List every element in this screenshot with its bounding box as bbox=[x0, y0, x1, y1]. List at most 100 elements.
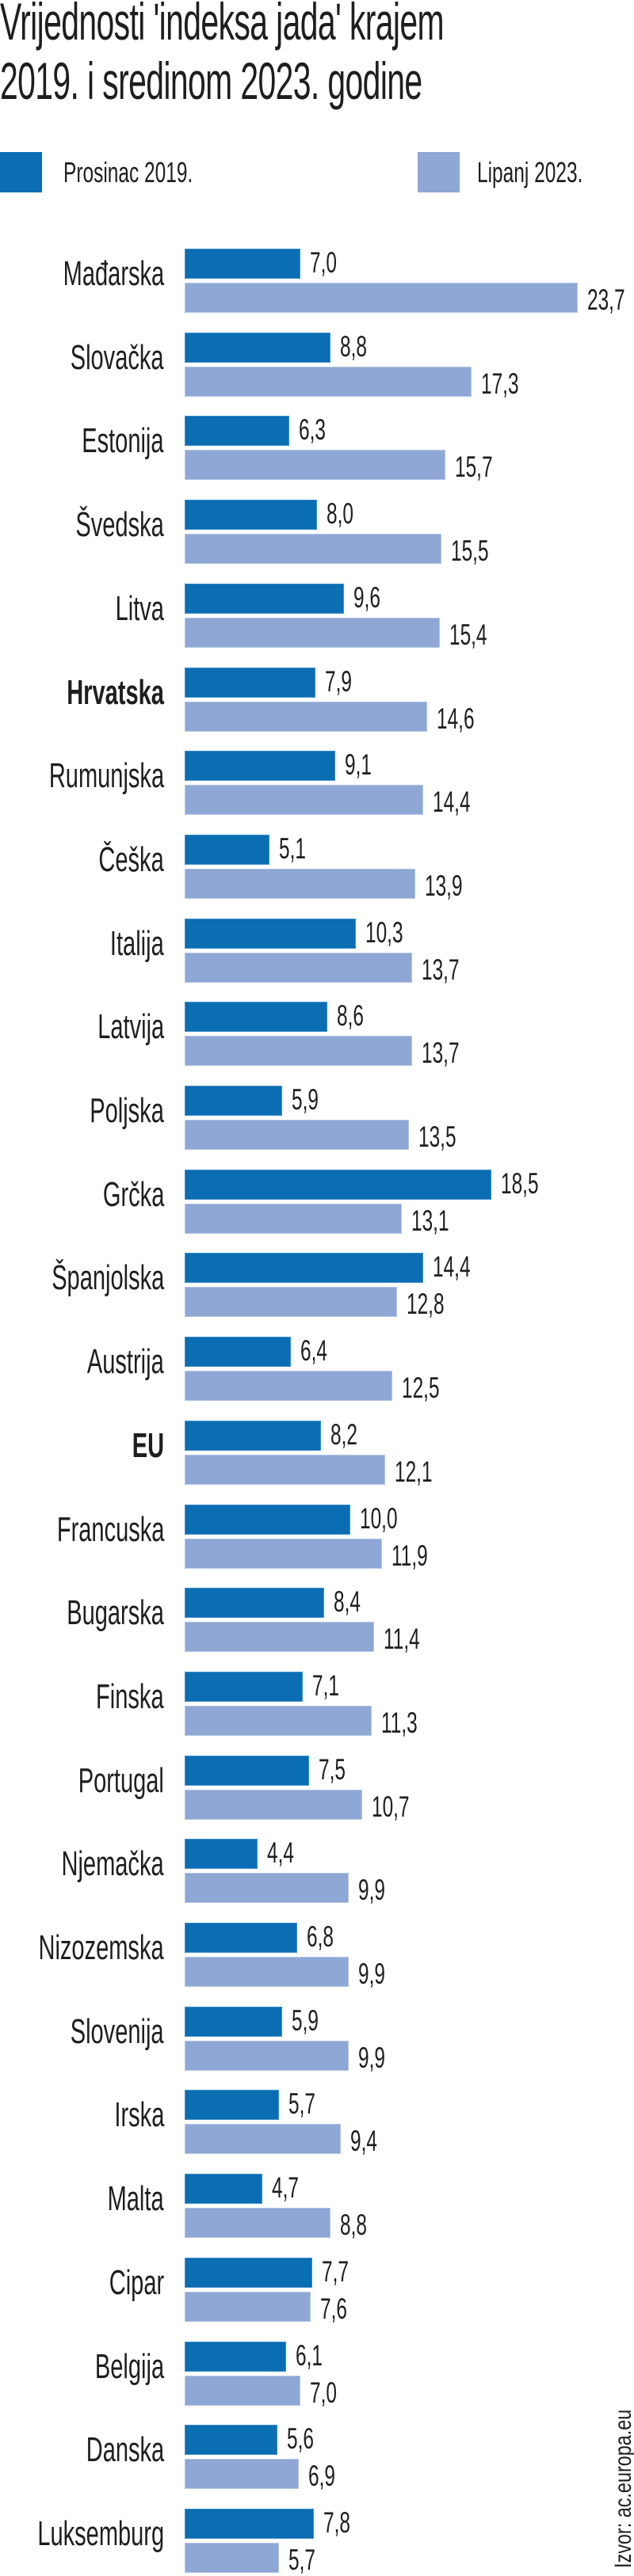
bar-austrija-prosinac-2019 bbox=[185, 1337, 291, 1368]
category-label-portugal: Portugal bbox=[78, 1760, 164, 1800]
value-label-estonija-prosinac-2019: 6,3 bbox=[298, 413, 326, 447]
bar-irska-lipanj-2023 bbox=[185, 2124, 341, 2155]
bar-eu-lipanj-2023 bbox=[185, 1454, 386, 1485]
value-label-finska-lipanj-2023: 11,3 bbox=[381, 1706, 418, 1739]
bar-francuska-lipanj-2023 bbox=[185, 1538, 383, 1569]
value-label-hrvatska-prosinac-2019: 7,9 bbox=[325, 664, 353, 698]
value-label-latvija-prosinac-2019: 8,6 bbox=[336, 999, 364, 1033]
source-note: Izvor: ac.europa.eu bbox=[610, 2409, 634, 2568]
bar-slovenija-lipanj-2023 bbox=[185, 2040, 349, 2071]
category-label-estonija: Estonija bbox=[82, 421, 164, 461]
value-label-irska-lipanj-2023: 9,4 bbox=[349, 2125, 377, 2158]
bar-latvija-lipanj-2023 bbox=[185, 1036, 412, 1067]
bar-danska-prosinac-2019 bbox=[185, 2425, 278, 2456]
bar-hrvatska-lipanj-2023 bbox=[185, 701, 427, 732]
category-label-belgija: Belgija bbox=[94, 2346, 164, 2386]
category-label-madarska: Mađarska bbox=[63, 254, 164, 293]
value-label-svedska-prosinac-2019: 8,0 bbox=[327, 497, 354, 531]
value-label-spanjolska-prosinac-2019: 14,4 bbox=[433, 1250, 471, 1284]
value-label-njemacka-lipanj-2023: 9,9 bbox=[358, 1874, 386, 1907]
bar-luksemburg-lipanj-2023 bbox=[185, 2542, 280, 2573]
category-label-svedska: Švedska bbox=[75, 505, 164, 545]
bar-portugal-prosinac-2019 bbox=[185, 1755, 309, 1786]
category-label-ceska: Češka bbox=[98, 839, 164, 879]
category-label-cipar: Cipar bbox=[109, 2262, 164, 2302]
value-label-estonija-lipanj-2023: 15,7 bbox=[454, 451, 493, 484]
bar-austrija-lipanj-2023 bbox=[185, 1371, 392, 1402]
value-label-cipar-prosinac-2019: 7,7 bbox=[322, 2254, 349, 2288]
category-label-hrvatska: Hrvatska bbox=[67, 672, 164, 712]
value-label-slovacka-prosinac-2019: 8,8 bbox=[340, 329, 368, 363]
value-label-cipar-lipanj-2023: 7,6 bbox=[320, 2292, 347, 2325]
value-label-italija-lipanj-2023: 13,7 bbox=[421, 953, 460, 986]
value-label-poljska-lipanj-2023: 13,5 bbox=[418, 1121, 456, 1153]
value-label-belgija-prosinac-2019: 6,1 bbox=[295, 2338, 323, 2372]
legend-label-prosinac-2019: Prosinac 2019. bbox=[63, 156, 193, 188]
bar-irska-prosinac-2019 bbox=[185, 2090, 280, 2121]
value-label-portugal-prosinac-2019: 7,5 bbox=[318, 1752, 346, 1786]
category-label-francuska: Francuska bbox=[56, 1509, 164, 1549]
bar-nizozemska-prosinac-2019 bbox=[185, 1923, 298, 1953]
bar-belgija-prosinac-2019 bbox=[185, 2341, 286, 2372]
value-label-poljska-prosinac-2019: 5,9 bbox=[292, 1083, 319, 1116]
value-label-austrija-lipanj-2023: 12,5 bbox=[401, 1372, 440, 1405]
value-label-litva-lipanj-2023: 15,4 bbox=[449, 618, 487, 651]
value-label-ceska-prosinac-2019: 5,1 bbox=[278, 831, 306, 865]
value-label-francuska-lipanj-2023: 11,9 bbox=[391, 1539, 428, 1572]
value-label-malta-lipanj-2023: 8,8 bbox=[340, 2209, 368, 2242]
value-label-danska-prosinac-2019: 5,6 bbox=[287, 2422, 315, 2456]
value-label-svedska-lipanj-2023: 15,5 bbox=[451, 535, 489, 568]
value-label-slovenija-prosinac-2019: 5,9 bbox=[292, 2003, 319, 2037]
category-label-njemacka: Njemačka bbox=[61, 1844, 164, 1884]
bar-italija-prosinac-2019 bbox=[185, 918, 356, 949]
value-label-nizozemska-prosinac-2019: 6,8 bbox=[307, 1920, 334, 1953]
category-label-bugarska: Bugarska bbox=[67, 1593, 164, 1633]
bar-eu-prosinac-2019 bbox=[185, 1420, 321, 1451]
value-label-belgija-lipanj-2023: 7,0 bbox=[310, 2376, 338, 2409]
bar-slovacka-prosinac-2019 bbox=[185, 332, 331, 363]
category-label-slovenija: Slovenija bbox=[71, 2011, 164, 2051]
value-label-grcka-prosinac-2019: 18,5 bbox=[501, 1166, 539, 1200]
value-label-nizozemska-lipanj-2023: 9,9 bbox=[358, 1958, 386, 1990]
category-label-rumunjska: Rumunjska bbox=[48, 756, 164, 796]
bar-malta-lipanj-2023 bbox=[185, 2208, 331, 2239]
bar-grcka-prosinac-2019 bbox=[185, 1169, 492, 1200]
value-label-malta-prosinac-2019: 4,7 bbox=[272, 2171, 300, 2205]
bar-francuska-prosinac-2019 bbox=[185, 1504, 351, 1535]
value-label-luksemburg-lipanj-2023: 5,7 bbox=[288, 2543, 316, 2576]
value-label-grcka-lipanj-2023: 13,1 bbox=[411, 1204, 449, 1237]
bar-danska-lipanj-2023 bbox=[185, 2459, 300, 2490]
bar-rumunjska-prosinac-2019 bbox=[185, 751, 336, 782]
bar-estonija-prosinac-2019 bbox=[185, 416, 289, 447]
bar-njemacka-lipanj-2023 bbox=[185, 1873, 349, 1904]
value-label-hrvatska-lipanj-2023: 14,6 bbox=[436, 702, 475, 735]
legend-swatch-prosinac-2019 bbox=[0, 152, 42, 192]
bar-finska-prosinac-2019 bbox=[185, 1671, 303, 1702]
bar-svedska-lipanj-2023 bbox=[185, 534, 442, 565]
bar-cipar-lipanj-2023 bbox=[185, 2291, 311, 2322]
bar-cipar-prosinac-2019 bbox=[185, 2257, 313, 2288]
value-label-austrija-prosinac-2019: 6,4 bbox=[300, 1334, 327, 1368]
value-label-eu-prosinac-2019: 8,2 bbox=[330, 1417, 357, 1451]
value-label-bugarska-lipanj-2023: 11,4 bbox=[383, 1623, 420, 1656]
bar-luksemburg-prosinac-2019 bbox=[185, 2508, 315, 2539]
bar-madarska-prosinac-2019 bbox=[185, 249, 301, 279]
bar-slovenija-prosinac-2019 bbox=[185, 2006, 283, 2037]
value-label-njemacka-prosinac-2019: 4,4 bbox=[267, 1836, 295, 1870]
category-label-eu: EU bbox=[132, 1425, 164, 1465]
bar-italija-lipanj-2023 bbox=[185, 952, 412, 983]
category-label-finska: Finska bbox=[96, 1676, 164, 1716]
category-label-poljska: Poljska bbox=[90, 1091, 164, 1130]
value-label-spanjolska-lipanj-2023: 12,8 bbox=[406, 1288, 445, 1321]
bar-spanjolska-lipanj-2023 bbox=[185, 1287, 397, 1318]
value-label-portugal-lipanj-2023: 10,7 bbox=[371, 1790, 410, 1823]
category-label-danska: Danska bbox=[86, 2430, 164, 2470]
value-label-danska-lipanj-2023: 6,9 bbox=[308, 2460, 336, 2493]
value-label-italija-prosinac-2019: 10,3 bbox=[365, 915, 403, 949]
bar-estonija-lipanj-2023 bbox=[185, 450, 445, 481]
bar-litva-lipanj-2023 bbox=[185, 617, 441, 648]
category-label-luksemburg: Luksemburg bbox=[37, 2513, 164, 2553]
category-label-slovacka: Slovačka bbox=[71, 337, 164, 377]
value-label-luksemburg-prosinac-2019: 7,8 bbox=[323, 2506, 351, 2539]
category-label-spanjolska: Španjolska bbox=[51, 1258, 164, 1298]
